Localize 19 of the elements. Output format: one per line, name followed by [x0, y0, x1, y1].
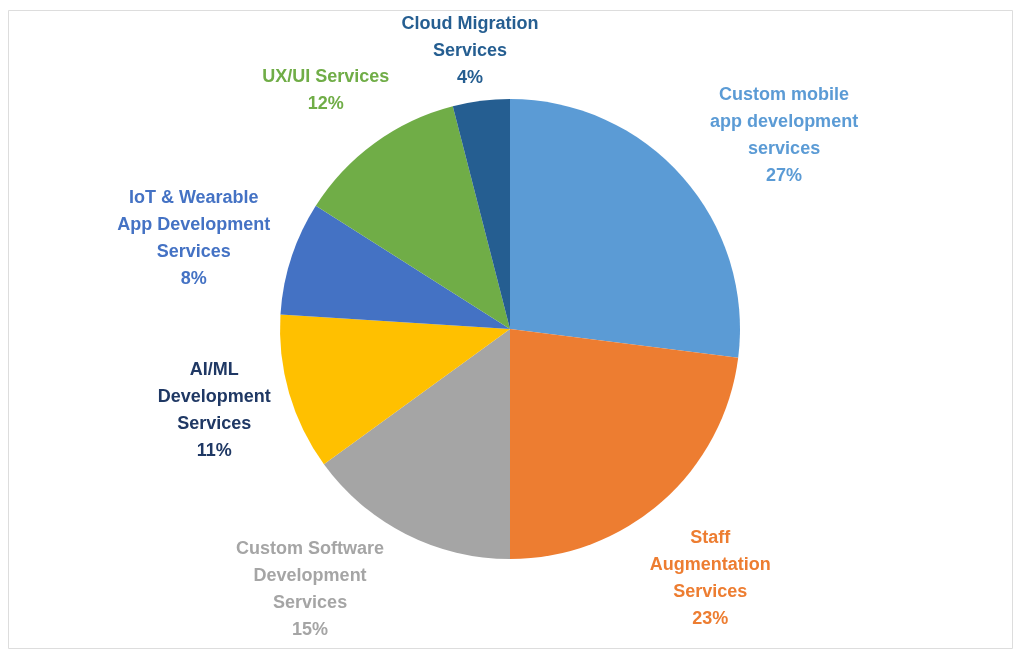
data-label: 11% — [196, 439, 232, 460]
slice-label: Custom Software Development Services — [236, 537, 385, 612]
pie-slice — [510, 329, 739, 559]
pie-slice — [510, 99, 740, 358]
pie-slice — [280, 314, 510, 465]
data-label: 4% — [457, 66, 484, 87]
data-label: 12% — [307, 92, 344, 113]
slice-label: AI/ML Development Services — [157, 358, 271, 433]
slice-label: Staff Augmentation Services — [649, 527, 771, 602]
data-label: 23% — [692, 608, 729, 629]
pie-slice — [280, 205, 510, 329]
data-label: 8% — [180, 268, 207, 289]
data-label: 15% — [292, 618, 329, 639]
data-label: 27% — [766, 165, 803, 186]
slice-label: IoT & Wearable App Development Services — [117, 187, 271, 262]
pie-slice — [452, 99, 510, 329]
slice-label: Custom mobile app development services — [710, 84, 859, 159]
slice-label: UX/UI Services — [262, 65, 390, 86]
slice-label: Cloud Migration Services — [401, 12, 539, 60]
